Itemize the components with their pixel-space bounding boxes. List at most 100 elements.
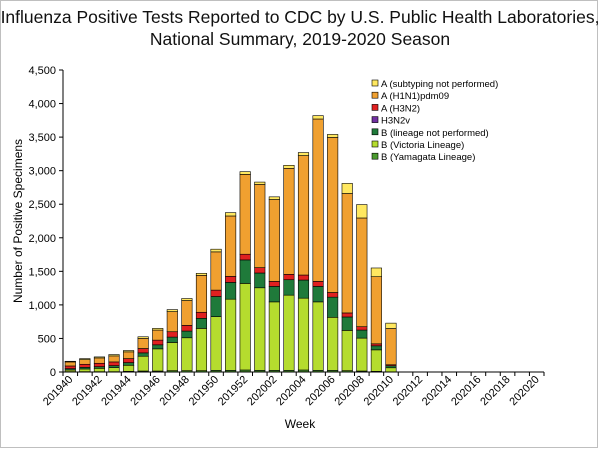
bar-segment — [312, 118, 324, 282]
bar-segment — [210, 296, 222, 317]
bar-segment — [93, 362, 105, 367]
y-tick-label: 0 — [50, 367, 56, 379]
bar-segment — [195, 328, 208, 371]
bar-segment — [327, 316, 339, 371]
bar-segment — [195, 273, 208, 276]
bar-segment — [283, 274, 295, 281]
bar-segment — [93, 368, 105, 372]
bar-segment — [385, 322, 397, 329]
bar-segment — [283, 279, 295, 296]
x-tick-label: 201952 — [216, 374, 250, 408]
bar-segment — [297, 279, 310, 299]
bar-segment — [341, 193, 353, 314]
bar-segment — [254, 272, 266, 289]
bar-segment — [341, 330, 353, 371]
bar-segment — [327, 134, 339, 138]
bar-segment — [64, 361, 76, 367]
bar-segment — [108, 354, 120, 357]
x-tick-label: 201948 — [158, 374, 192, 408]
bar-segment — [312, 281, 324, 287]
bar-segment — [152, 348, 164, 372]
y-tick-label: 500 — [38, 333, 56, 345]
bar-segment — [297, 155, 310, 276]
bar-segment — [210, 316, 222, 371]
bar-segment — [210, 289, 222, 297]
bar-segment — [152, 328, 164, 331]
bar-segment — [166, 342, 178, 371]
bar-segment — [254, 287, 266, 371]
bar-segment — [312, 115, 324, 120]
bar-segment — [268, 301, 280, 371]
bar-segment — [239, 171, 251, 175]
bar-segment — [356, 204, 368, 219]
bar-segment — [341, 312, 353, 318]
bar-segment — [370, 343, 382, 347]
bar-segment — [195, 318, 208, 329]
x-tick-label: 201944 — [99, 374, 133, 408]
bar-segment — [123, 364, 135, 372]
bar-segment — [327, 292, 339, 298]
bar-segment — [195, 275, 208, 313]
bar-segment — [297, 274, 310, 281]
legend-swatch — [371, 104, 379, 111]
bar-segment — [108, 355, 120, 363]
bar-segment — [79, 359, 91, 365]
bar-segment — [195, 311, 208, 319]
legend-swatch — [371, 140, 379, 148]
bar-segment — [327, 137, 339, 293]
bar-segment — [356, 326, 368, 331]
bar-segment — [312, 301, 324, 371]
x-tick-label: 202002 — [245, 374, 279, 408]
bar-segment — [283, 165, 295, 169]
bar-segment — [137, 355, 149, 372]
bar-segment — [79, 363, 91, 368]
legend-label: B (Yamagata Lineage) — [381, 152, 475, 163]
bar-segment — [225, 212, 237, 217]
x-tick-label: 202004 — [274, 374, 308, 408]
legend-label: B (Victoria Lineage) — [381, 140, 464, 151]
bar-segment — [283, 294, 295, 371]
legend-label: A (H3N2) — [381, 103, 420, 114]
bar-segment — [385, 367, 397, 373]
x-axis-label: Week — [285, 417, 316, 431]
bar-segment — [181, 325, 193, 332]
bar-segment — [108, 367, 120, 372]
x-tick-label: 202010 — [362, 374, 396, 408]
bar-segment — [385, 328, 397, 366]
bar-segment — [123, 350, 135, 353]
bar-segment — [137, 352, 149, 357]
bar-segment — [356, 337, 368, 372]
bar-segment — [370, 276, 382, 345]
bar-segment — [210, 251, 222, 291]
legend: A (subtyping not performed)A (H1N1)pdm09… — [371, 79, 498, 163]
bar-segment — [64, 365, 76, 369]
legend-swatch — [371, 152, 379, 160]
bar-segment — [137, 348, 149, 354]
y-tick-label: 4,500 — [28, 65, 56, 77]
bar-segment — [312, 286, 324, 303]
chart-subtitle: National Summary, 2019-2020 Season — [149, 29, 451, 49]
bar-segment — [79, 358, 91, 360]
bar-segment — [268, 196, 280, 200]
bar-segment — [108, 361, 120, 366]
x-tick-label: 201942 — [70, 374, 104, 408]
bar-segment — [370, 349, 382, 372]
bar-segment — [327, 296, 339, 318]
bar-segment — [239, 174, 251, 255]
bar-segment — [166, 309, 178, 312]
legend-label: B (lineage not performed) — [381, 128, 489, 139]
bar-segment — [225, 298, 237, 371]
bar-segment — [356, 217, 368, 327]
legend-label: H3N2v — [381, 116, 410, 127]
bar-segment — [225, 276, 237, 283]
x-tick-label: 202014 — [420, 374, 454, 408]
bar-segment — [356, 329, 368, 339]
legend-swatch — [371, 128, 379, 136]
bar-segment — [341, 316, 353, 331]
x-tick-label: 202006 — [303, 374, 337, 408]
bar-segment — [137, 338, 149, 349]
bar-segment — [254, 267, 266, 274]
x-tick-label: 202012 — [391, 374, 425, 408]
